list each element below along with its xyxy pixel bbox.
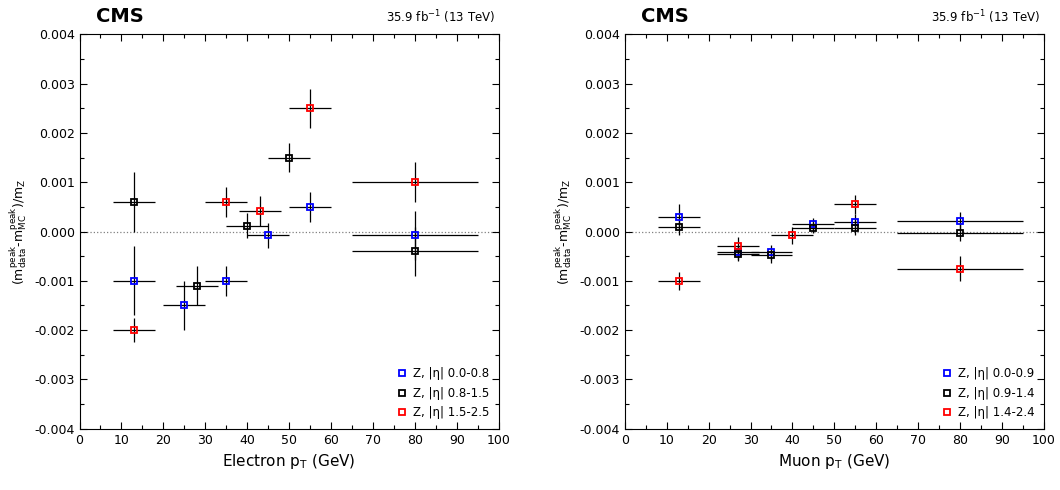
Text: 35.9 fb$^{-1}$ (13 TeV): 35.9 fb$^{-1}$ (13 TeV) (386, 9, 495, 26)
X-axis label: Muon p$_{\rm T}$ (GeV): Muon p$_{\rm T}$ (GeV) (778, 452, 890, 471)
Y-axis label: (m$_{\rm data}^{\rm peak}$-m$_{\rm MC}^{\rm peak}$)/m$_{\rm Z}$: (m$_{\rm data}^{\rm peak}$-m$_{\rm MC}^{… (552, 178, 573, 285)
Legend: Z, |η| 0.0-0.9, Z, |η| 0.9-1.4, Z, |η| 1.4-2.4: Z, |η| 0.0-0.9, Z, |η| 0.9-1.4, Z, |η| 1… (938, 364, 1038, 423)
Legend: Z, |η| 0.0-0.8, Z, |η| 0.8-1.5, Z, |η| 1.5-2.5: Z, |η| 0.0-0.8, Z, |η| 0.8-1.5, Z, |η| 1… (393, 364, 493, 423)
Text: CMS: CMS (641, 7, 689, 26)
Y-axis label: (m$_{\rm data}^{\rm peak}$-m$_{\rm MC}^{\rm peak}$)/m$_{\rm Z}$: (m$_{\rm data}^{\rm peak}$-m$_{\rm MC}^{… (7, 178, 29, 285)
Text: CMS: CMS (96, 7, 144, 26)
X-axis label: Electron p$_{\rm T}$ (GeV): Electron p$_{\rm T}$ (GeV) (223, 452, 356, 471)
Text: 35.9 fb$^{-1}$ (13 TeV): 35.9 fb$^{-1}$ (13 TeV) (931, 9, 1040, 26)
